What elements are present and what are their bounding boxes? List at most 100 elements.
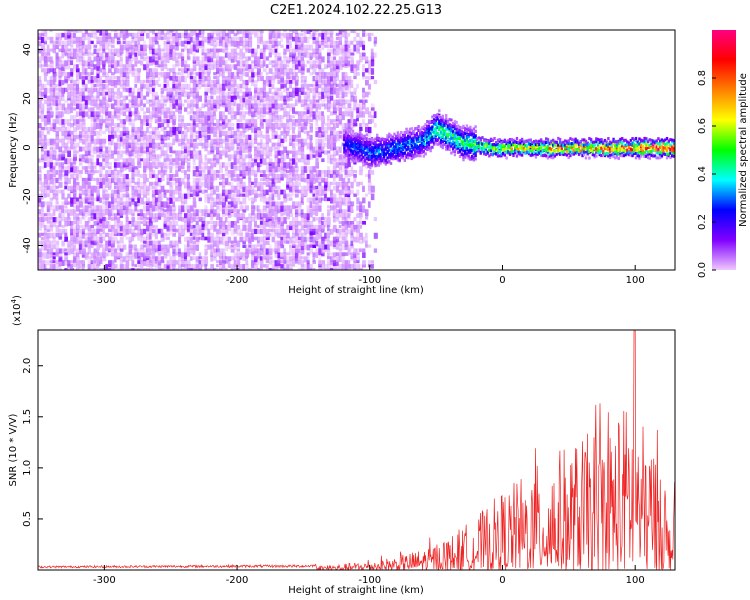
heatmap-cell: [70, 32, 73, 38]
heatmap-cell: [43, 252, 48, 259]
heatmap-cell: [160, 177, 165, 182]
heatmap-cell: [40, 260, 45, 267]
heatmap-cell: [178, 60, 181, 67]
heatmap-cell: [344, 181, 349, 188]
heatmap-cell: [67, 64, 71, 70]
heatmap-cell: [116, 60, 120, 67]
heatmap-cell: [280, 107, 285, 111]
heatmap-cell: [236, 252, 240, 259]
heatmap-cell: [312, 268, 316, 270]
heatmap-cell: [216, 83, 220, 90]
heatmap-cell: [251, 181, 254, 185]
heatmap-cell: [277, 146, 281, 151]
heatmap-cell: [274, 264, 279, 270]
heatmap-cell: [99, 130, 102, 137]
heatmap-cell: [248, 107, 252, 114]
heatmap-cell: [58, 87, 62, 93]
heatmap-cell: [289, 79, 293, 84]
heatmap-cell: [116, 138, 120, 142]
heatmap-cell: [297, 236, 302, 241]
heatmap-cell: [73, 126, 77, 132]
heatmap-cell: [216, 36, 220, 41]
heatmap-cell: [259, 130, 263, 136]
heatmap-cell: [148, 138, 153, 143]
heatmap-cell: [146, 91, 150, 97]
heatmap-cell: [73, 64, 77, 69]
heatmap-cell: [154, 40, 159, 45]
heatmap-cell: [81, 60, 86, 67]
heatmap-cell: [309, 150, 314, 157]
heatmap-cell: [78, 248, 82, 255]
heatmap-cell: [233, 256, 237, 261]
heatmap-cell: [110, 197, 114, 205]
heatmap-cell: [90, 264, 95, 270]
heatmap-cell: [198, 236, 202, 240]
heatmap-cell: [274, 228, 278, 235]
heatmap-cell: [192, 232, 196, 239]
heatmap-cell: [280, 256, 285, 260]
heatmap-cell: [192, 130, 197, 138]
heatmap-cell: [75, 119, 80, 124]
heatmap-cell: [160, 36, 164, 41]
heatmap-cell: [297, 126, 302, 133]
heatmap-cell: [201, 209, 206, 217]
heatmap-cell: [207, 220, 211, 225]
heatmap-cell: [289, 56, 293, 63]
heatmap-cell: [329, 260, 334, 265]
heatmap-cell: [248, 87, 252, 95]
heatmap-cell: [166, 162, 170, 169]
heatmap-cell: [55, 170, 59, 175]
heatmap-cell: [318, 48, 322, 55]
heatmap-cell: [128, 91, 132, 97]
heatmap-cell: [224, 138, 229, 143]
heatmap-cell: [151, 76, 156, 80]
heatmap-cell: [181, 83, 185, 89]
heatmap-cell: [166, 146, 171, 151]
heatmap-cell: [294, 244, 299, 249]
heatmap-cell: [102, 56, 105, 62]
heatmap-cell: [108, 36, 112, 43]
heatmap-cell: [321, 32, 326, 40]
heatmap-cell: [286, 123, 290, 129]
heatmap-cell: [73, 52, 77, 60]
heatmap-cell: [268, 119, 273, 126]
heatmap-cell: [327, 56, 330, 64]
heatmap-cell: [186, 142, 191, 149]
heatmap-cell: [265, 138, 269, 145]
heatmap-cell: [52, 162, 57, 169]
heatmap-cell: [58, 220, 62, 227]
heatmap-cell: [99, 79, 104, 87]
heatmap-cell: [265, 201, 270, 205]
heatmap-cell: [64, 119, 69, 125]
heatmap-cell: [87, 130, 91, 135]
heatmap-cell: [55, 217, 59, 224]
heatmap-cell: [166, 158, 170, 162]
heatmap-cell: [216, 260, 220, 264]
heatmap-cell: [251, 162, 255, 168]
heatmap-cell: [96, 91, 100, 99]
heatmap-cell: [242, 252, 246, 257]
heatmap-cell: [148, 232, 152, 240]
heatmap-cell: [251, 99, 254, 106]
heatmap-cell: [192, 64, 197, 71]
heatmap-cell: [119, 185, 123, 193]
heatmap-cell: [181, 224, 184, 231]
heatmap-cell: [259, 244, 263, 251]
heatmap-cell: [277, 264, 282, 269]
heatmap-cell: [58, 256, 63, 262]
heatmap-cell: [207, 76, 211, 81]
heatmap-cell: [105, 76, 108, 83]
heatmap-cell: [347, 244, 352, 252]
heatmap-cell: [242, 111, 246, 118]
heatmap-cell: [233, 209, 237, 216]
heatmap-cell: [40, 150, 44, 155]
heatmap-cell: [128, 248, 133, 255]
heatmap-cell: [189, 79, 194, 84]
heatmap-cell: [338, 30, 343, 35]
heatmap-cell: [175, 36, 179, 43]
heatmap-cell: [178, 189, 182, 195]
heatmap-cell: [55, 134, 60, 140]
heatmap-cell: [300, 76, 304, 83]
heatmap-cell: [327, 30, 331, 35]
heatmap-cell: [286, 111, 291, 117]
